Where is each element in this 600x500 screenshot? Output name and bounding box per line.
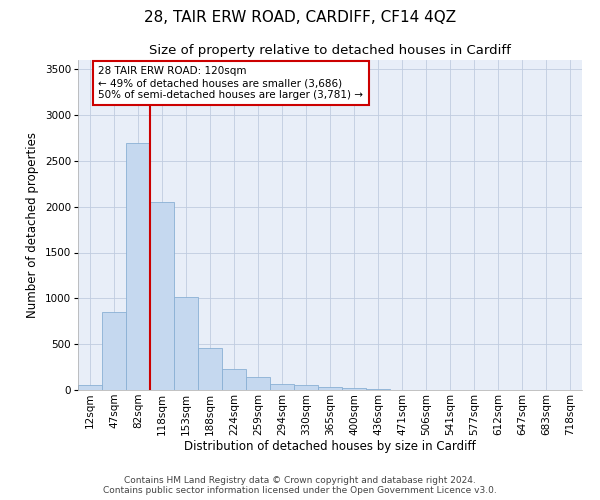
Bar <box>102 312 126 390</box>
Bar <box>318 387 342 390</box>
Bar <box>78 385 102 390</box>
Bar <box>246 376 270 390</box>
Bar <box>222 369 246 390</box>
Bar <box>270 384 294 390</box>
X-axis label: Distribution of detached houses by size in Cardiff: Distribution of detached houses by size … <box>184 440 476 454</box>
Bar <box>126 142 150 390</box>
Bar <box>342 388 366 390</box>
Text: 28, TAIR ERW ROAD, CARDIFF, CF14 4QZ: 28, TAIR ERW ROAD, CARDIFF, CF14 4QZ <box>144 10 456 25</box>
Text: 28 TAIR ERW ROAD: 120sqm
← 49% of detached houses are smaller (3,686)
50% of sem: 28 TAIR ERW ROAD: 120sqm ← 49% of detach… <box>98 66 364 100</box>
Bar <box>150 202 174 390</box>
Y-axis label: Number of detached properties: Number of detached properties <box>26 132 39 318</box>
Text: Contains HM Land Registry data © Crown copyright and database right 2024.
Contai: Contains HM Land Registry data © Crown c… <box>103 476 497 495</box>
Title: Size of property relative to detached houses in Cardiff: Size of property relative to detached ho… <box>149 44 511 58</box>
Bar <box>366 388 390 390</box>
Bar <box>174 298 198 390</box>
Bar <box>198 348 222 390</box>
Bar <box>294 386 318 390</box>
